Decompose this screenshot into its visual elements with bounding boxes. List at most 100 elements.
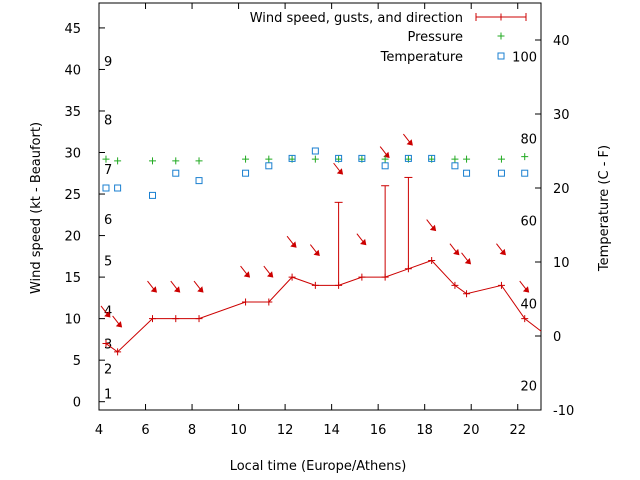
wind-speed-point	[428, 256, 436, 264]
arrow-shaft	[170, 280, 179, 291]
y-tick-label: 5	[73, 354, 81, 369]
x-tick-label: 4	[95, 423, 103, 438]
wind-direction-arrow	[496, 243, 506, 256]
fahrenheit-label: 20	[520, 380, 537, 395]
arrow-shaft	[193, 280, 202, 291]
arrow-head	[150, 286, 158, 293]
temperature-point	[381, 162, 389, 170]
x-tick-label: 18	[416, 423, 433, 438]
arrow-head	[290, 241, 297, 248]
axes	[98, 2, 542, 411]
legend-sample-pressure	[497, 32, 505, 40]
arrow-head	[464, 258, 472, 265]
wind-direction-arrow	[309, 244, 320, 257]
pressure-point	[451, 155, 459, 163]
arrow-head	[522, 286, 530, 293]
y2-tick-label: -10	[553, 404, 574, 419]
wind-speed-point	[463, 290, 471, 298]
wind-speed-point	[404, 265, 412, 273]
x-tick-label: 16	[370, 423, 387, 438]
wind-direction-arrow	[356, 233, 367, 246]
beaufort-label: 1	[104, 387, 112, 402]
temperature-point	[358, 154, 366, 162]
arrow-shaft	[263, 265, 272, 276]
x-axis-ticks: 4 6 8 10 12 14 16 18 20 22	[95, 3, 526, 438]
pressure-point	[114, 157, 122, 165]
plot-frame	[98, 2, 542, 411]
y-tick-label: 15	[64, 271, 81, 286]
legend: Wind speed, gusts, and direction Pressur…	[250, 11, 527, 65]
wind-direction-arrow	[100, 305, 111, 318]
y2-tick-label: 30	[553, 108, 570, 123]
wind-speed-point	[288, 273, 296, 281]
arrow-shaft	[240, 265, 248, 276]
temperature-point	[114, 184, 122, 192]
gust-lines	[334, 176, 413, 286]
y-tick-label: 0	[73, 396, 81, 411]
x-tick-label: 8	[188, 423, 196, 438]
wind-direction-arrow	[403, 133, 413, 146]
pressure-point	[149, 157, 157, 165]
legend-label-temperature: Temperature	[380, 50, 463, 65]
y2-tick-label: 20	[553, 182, 570, 197]
pressure-point	[497, 155, 505, 163]
arrow-shaft	[426, 219, 435, 229]
temperature-point	[451, 162, 459, 170]
fahrenheit-label: 40	[520, 297, 537, 312]
wind-speed-point	[358, 273, 366, 281]
arrow-head	[429, 224, 437, 232]
y2-axis-label: Temperature (C - F)	[597, 145, 612, 272]
pressure-point	[172, 157, 180, 165]
wind-series	[102, 256, 542, 356]
arrow-shaft	[112, 315, 121, 326]
temperature-point	[172, 169, 180, 177]
wind-speed-point	[497, 281, 505, 289]
temperature-point	[311, 147, 319, 155]
arrow-shaft	[309, 244, 318, 254]
pressure-point	[102, 155, 110, 163]
wind-direction-arrows	[100, 133, 530, 328]
wind-speed-point	[149, 315, 157, 323]
y-tick-label: 45	[64, 22, 81, 37]
legend-label-pressure: Pressure	[407, 30, 463, 45]
arrow-head	[453, 248, 460, 256]
beaufort-label: 2	[104, 362, 112, 377]
wind-speed-point	[311, 281, 319, 289]
pressure-point	[381, 155, 389, 163]
wind-speed-point	[172, 315, 180, 323]
y-tick-label: 25	[64, 188, 81, 203]
temperature-point	[102, 184, 110, 192]
wind-speed-point	[195, 315, 203, 323]
beaufort-label: 9	[104, 55, 112, 70]
temperature-point	[288, 154, 296, 162]
wind-direction-arrow	[147, 280, 158, 293]
arrow-shaft	[286, 235, 295, 246]
wind-speed-point	[242, 298, 250, 306]
temperature-point	[497, 169, 505, 177]
wind-direction-arrow	[193, 280, 204, 293]
arrow-head	[243, 271, 251, 278]
arrow-shaft	[100, 305, 109, 316]
legend-sample-wind-point	[497, 13, 505, 21]
wind-direction-arrow	[263, 265, 274, 278]
arrow-shaft	[519, 280, 528, 291]
x-tick-label: 10	[230, 423, 247, 438]
legend-sample-temperature	[497, 52, 505, 60]
arrow-shaft	[403, 133, 411, 144]
temperature-point	[463, 169, 471, 177]
wind-direction-arrow	[449, 243, 460, 256]
wind-direction-arrow	[333, 162, 344, 175]
x-axis-label: Local time (Europe/Athens)	[230, 459, 407, 474]
y-tick-label: 40	[64, 63, 81, 78]
arrow-shaft	[496, 243, 504, 253]
x-tick-label: 12	[277, 423, 294, 438]
wind-direction-arrow	[426, 219, 437, 232]
temperature-point	[404, 154, 412, 162]
temperature-point	[335, 154, 343, 162]
arrow-head	[313, 249, 320, 257]
temperature-series	[102, 147, 529, 199]
arrow-shaft	[147, 280, 155, 291]
y2-tick-label: 10	[553, 256, 570, 271]
